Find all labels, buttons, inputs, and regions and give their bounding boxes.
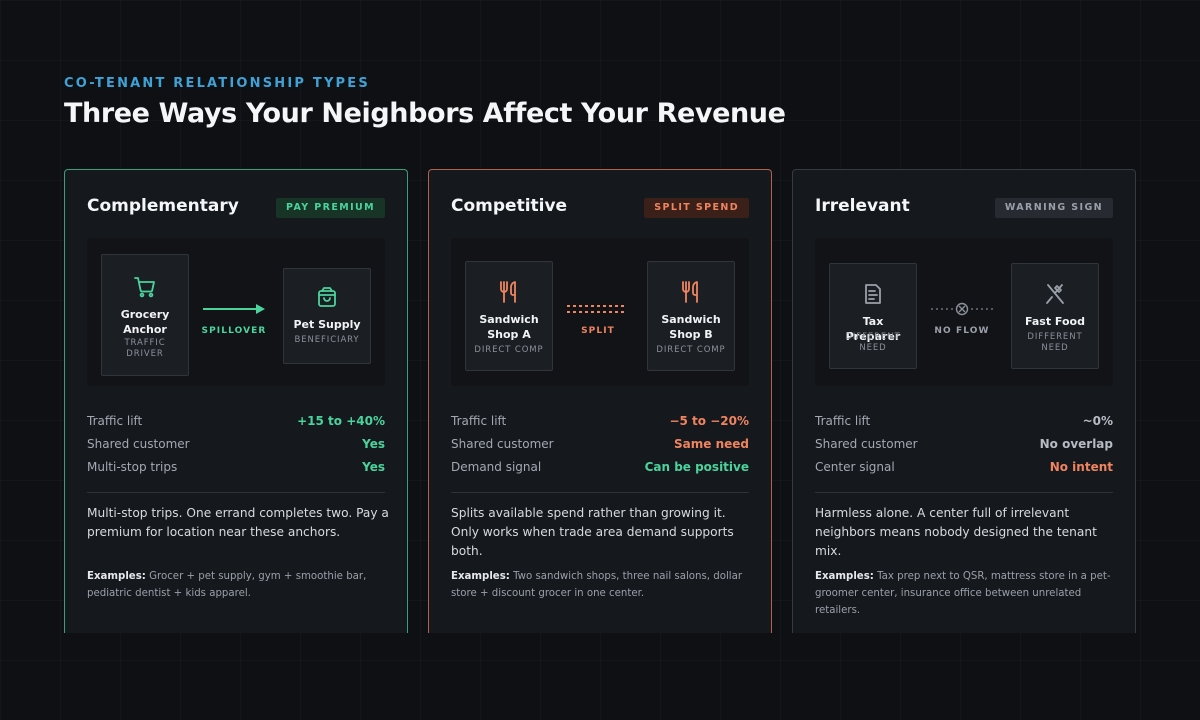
link-label: SPLIT — [581, 326, 615, 336]
stat-row: Demand signal Can be positive — [451, 460, 749, 483]
node-subtitle: DIFFERENT NEED — [1027, 332, 1083, 353]
stat-label: Shared customer — [451, 437, 554, 451]
card-grid: Complementary PAY PREMIUM Grocery Anchor… — [64, 169, 1136, 633]
stats-list: Traffic lift −5 to −20% Shared customer Sa… — [451, 414, 749, 483]
stat-value: No intent — [1049, 460, 1113, 474]
link-label: SPILLOVER — [201, 326, 267, 336]
stat-value: −5 to −20% — [669, 414, 749, 428]
node-title: Sandwich Shop A — [479, 313, 539, 341]
node-subtitle: DIRECT COMP — [656, 345, 726, 355]
utensils-icon — [648, 280, 734, 304]
card-examples: Examples: Grocer + pet supply, gym + smo… — [87, 568, 389, 602]
divider — [87, 492, 385, 493]
node-subtitle: DIRECT COMP — [474, 345, 544, 355]
card-header: Competitive SPLIT SPEND — [451, 196, 749, 220]
right-node: Fast Food DIFFERENT NEED — [1011, 263, 1099, 369]
card-examples: Examples: Two sandwich shops, three nail… — [451, 568, 753, 602]
examples-label: Examples: — [87, 571, 146, 582]
examples-text: Two sandwich shops, three nail salons, d… — [451, 571, 743, 599]
stat-row: Traffic lift ~0% — [815, 414, 1113, 437]
card-title: Irrelevant — [815, 196, 910, 216]
stat-label: Multi-stop trips — [87, 460, 178, 474]
stat-value: ~0% — [1082, 414, 1113, 428]
relationship-diagram: Tax Preparer DIFFERENT NEED NO FLOW Fast… — [815, 238, 1113, 386]
left-node: Tax Preparer DIFFERENT NEED — [829, 263, 917, 369]
badge: SPLIT SPEND — [644, 198, 749, 218]
examples-label: Examples: — [815, 571, 874, 582]
shopping-bag-icon — [284, 285, 370, 309]
divider — [451, 492, 749, 493]
stat-label: Shared customer — [815, 437, 918, 451]
stat-value: Yes — [362, 460, 385, 474]
left-node: Grocery Anchor TRAFFIC DRIVER — [101, 254, 189, 376]
stat-row: Multi-stop trips Yes — [87, 460, 385, 483]
stat-label: Traffic lift — [87, 414, 143, 428]
spillover-arrow — [203, 304, 265, 314]
stat-label: Traffic lift — [815, 414, 871, 428]
card-irrelevant: Irrelevant WARNING SIGN Tax Preparer DIF… — [792, 169, 1136, 633]
stat-value: Yes — [362, 437, 385, 451]
page-title: Three Ways Your Neighbors Affect Your Re… — [64, 98, 786, 129]
stat-label: Shared customer — [87, 437, 190, 451]
stat-label: Center signal — [815, 460, 895, 474]
stat-row: Traffic lift −5 to −20% — [451, 414, 749, 437]
stat-label: Traffic lift — [451, 414, 507, 428]
examples-label: Examples: — [451, 571, 510, 582]
split-line — [567, 305, 627, 313]
card-header: Irrelevant WARNING SIGN — [815, 196, 1113, 220]
stat-value: +15 to +40% — [297, 414, 385, 428]
stat-row: Shared customer Yes — [87, 437, 385, 460]
stat-value: Same need — [674, 437, 749, 451]
stat-row: Traffic lift +15 to +40% — [87, 414, 385, 437]
card-title: Competitive — [451, 196, 568, 216]
examples-text: Grocer + pet supply, gym + smoothie bar,… — [87, 571, 367, 599]
eyebrow: CO-TENANT RELATIONSHIP TYPES — [64, 76, 370, 91]
examples-text: Tax prep next to QSR, mattress store in … — [815, 571, 1111, 616]
card-title: Complementary — [87, 196, 239, 216]
left-node: Sandwich Shop A DIRECT COMP — [465, 261, 553, 371]
card-description: Splits available spend rather than growi… — [451, 506, 734, 558]
relationship-diagram: Sandwich Shop A DIRECT COMP SPLIT Sandwi… — [451, 238, 749, 386]
stat-row: Shared customer Same need — [451, 437, 749, 460]
link-label: NO FLOW — [934, 326, 990, 336]
relationship-diagram: Grocery Anchor TRAFFIC DRIVER SPILLOVER … — [87, 238, 385, 386]
card-description: Harmless alone. A center full of irrelev… — [815, 506, 1097, 558]
node-subtitle: DIFFERENT NEED — [845, 332, 901, 353]
stats-list: Traffic lift +15 to +40% Shared customer Y… — [87, 414, 385, 483]
stats-list: Traffic lift ~0% Shared customer No overla… — [815, 414, 1113, 483]
stat-row: Center signal No intent — [815, 460, 1113, 483]
receipt-icon — [830, 282, 916, 306]
card-description: Multi-stop trips. One errand completes t… — [87, 506, 389, 539]
card-complementary: Complementary PAY PREMIUM Grocery Anchor… — [64, 169, 408, 633]
node-title: Fast Food — [1025, 315, 1085, 328]
badge: PAY PREMIUM — [275, 198, 385, 218]
card-examples: Examples: Tax prep next to QSR, mattress… — [815, 568, 1117, 619]
badge: WARNING SIGN — [994, 198, 1113, 218]
stat-row: Shared customer No overlap — [815, 437, 1113, 460]
stat-label: Demand signal — [451, 460, 542, 474]
fork-knife-icon — [1012, 282, 1098, 306]
node-title: Tax Preparer — [845, 315, 901, 343]
node-subtitle: BENEFICIARY — [294, 335, 360, 345]
shopping-cart-icon — [102, 275, 188, 299]
stat-value: No overlap — [1039, 437, 1113, 451]
divider — [815, 492, 1113, 493]
no-flow-line — [931, 302, 993, 316]
utensils-icon — [466, 280, 552, 304]
node-title: Pet Supply — [293, 318, 361, 331]
node-title: Sandwich Shop B — [661, 313, 721, 341]
node-title: Grocery Anchor — [120, 308, 170, 336]
right-node: Sandwich Shop B DIRECT COMP — [647, 261, 735, 371]
node-subtitle: TRAFFIC DRIVER — [124, 338, 166, 359]
right-node: Pet Supply BENEFICIARY — [283, 268, 371, 364]
card-competitive: Competitive SPLIT SPEND Sandwich Shop A … — [428, 169, 772, 633]
stat-value: Can be positive — [644, 460, 749, 474]
card-header: Complementary PAY PREMIUM — [87, 196, 385, 220]
